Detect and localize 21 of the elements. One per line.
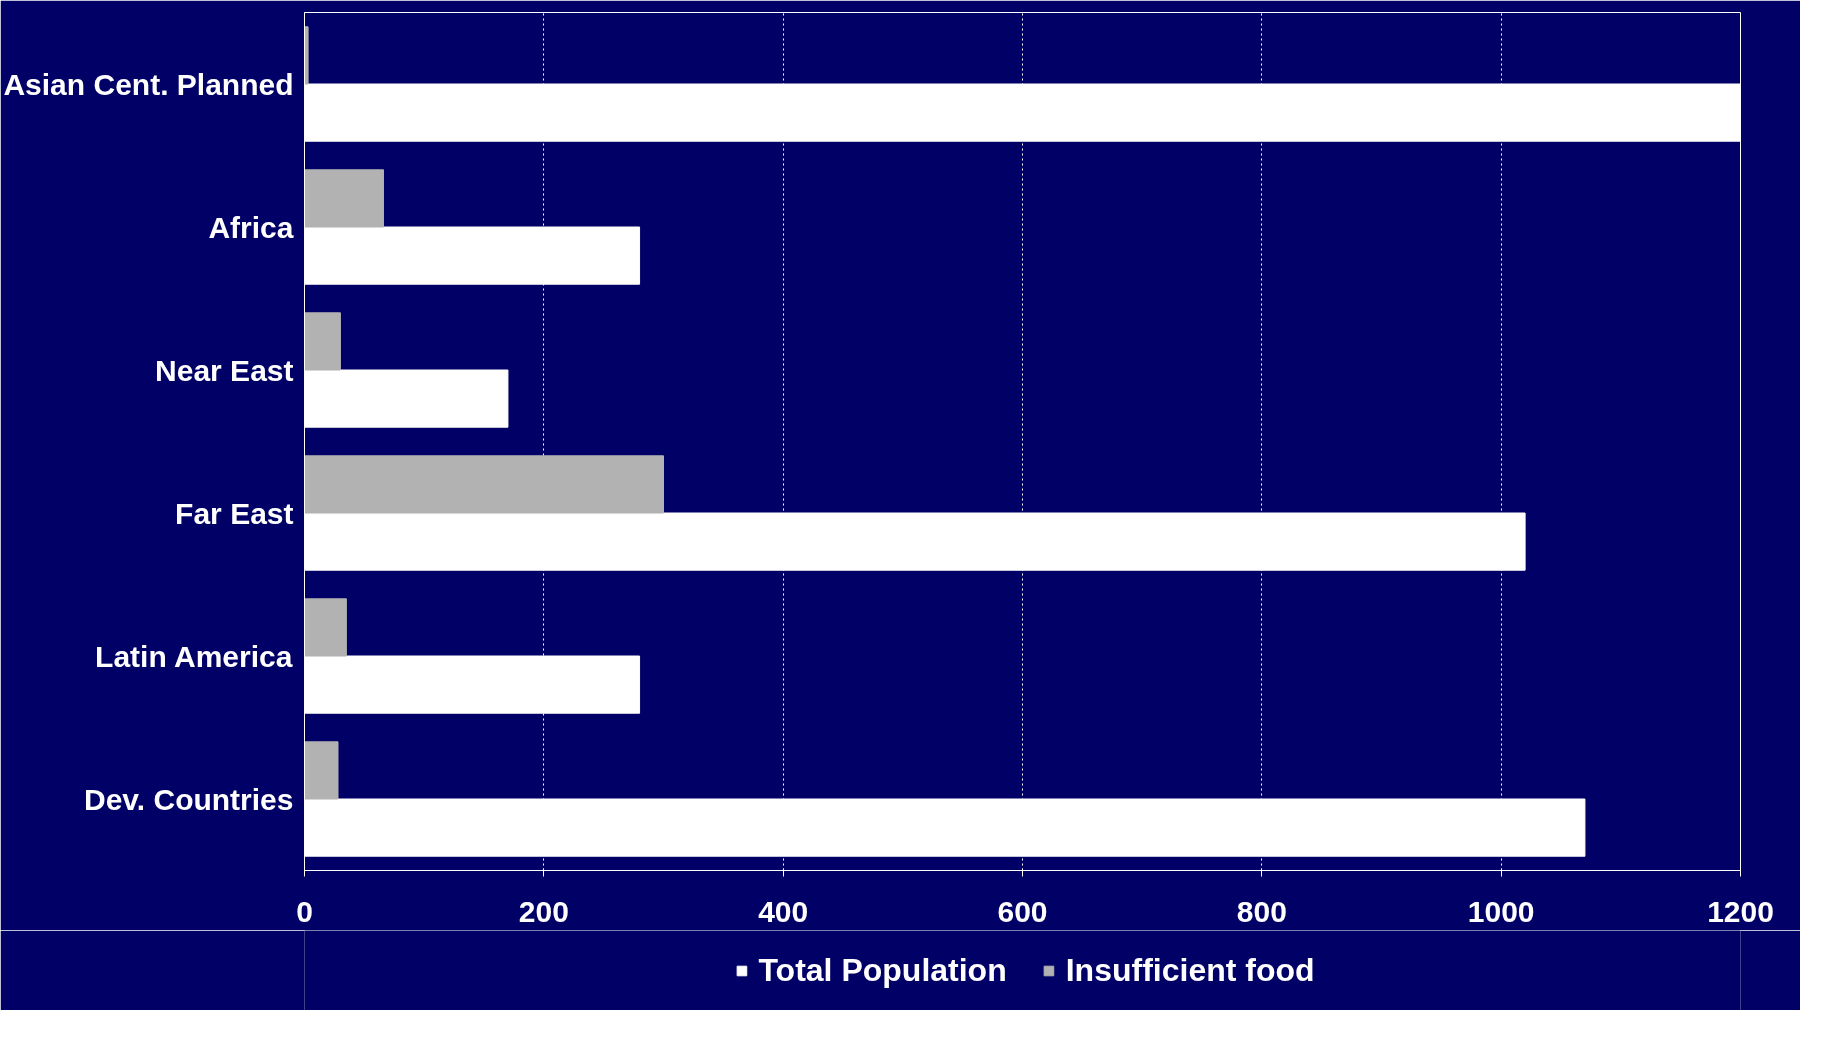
legend-label: Total Population bbox=[758, 951, 1007, 989]
y-tick-label: Near East bbox=[155, 353, 294, 387]
x-tick-label: 1200 bbox=[1707, 894, 1774, 928]
bar bbox=[304, 741, 339, 800]
legend-label: Insufficient food bbox=[1065, 951, 1315, 989]
x-tick-label: 200 bbox=[518, 894, 569, 928]
x-tick-label: 400 bbox=[758, 894, 809, 928]
y-tick-label: Asian Cent. Planned bbox=[3, 67, 294, 101]
x-tick-label: 600 bbox=[997, 894, 1048, 928]
bar bbox=[304, 455, 664, 514]
bar bbox=[304, 26, 309, 85]
y-tick-label: Latin America bbox=[95, 639, 293, 673]
x-tick-label: 1000 bbox=[1467, 894, 1535, 928]
y-tick-label: Dev. Countries bbox=[84, 782, 294, 816]
y-tick-label: Africa bbox=[208, 210, 294, 244]
bar bbox=[304, 169, 384, 228]
x-tick-label: 800 bbox=[1236, 894, 1287, 928]
x-tick-label: 0 bbox=[296, 894, 313, 928]
y-tick-label: Far East bbox=[175, 496, 294, 530]
bar bbox=[304, 312, 341, 371]
bar bbox=[304, 598, 347, 657]
